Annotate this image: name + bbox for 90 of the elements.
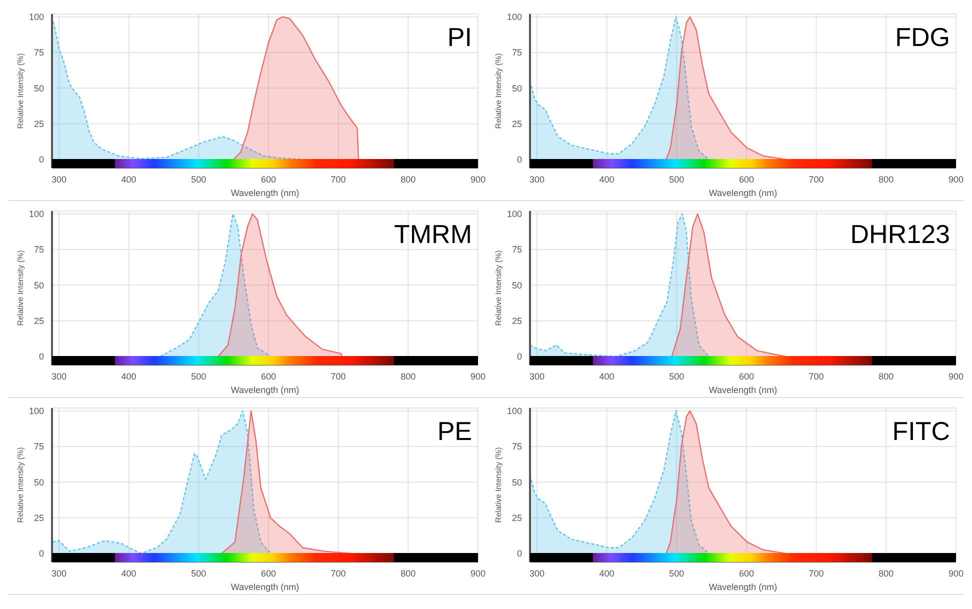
y-tick-label: 100 <box>506 406 522 416</box>
x-tick-label: 900 <box>470 568 486 578</box>
x-tick-label: 900 <box>470 174 486 184</box>
y-tick-label: 75 <box>512 48 522 58</box>
x-tick-label: 900 <box>470 371 486 382</box>
chart-title: FDG <box>895 22 950 53</box>
x-axis-title: Wavelength (nm) <box>708 188 778 198</box>
y-tick-label: 25 <box>512 118 522 129</box>
x-tick-label: 600 <box>738 174 754 184</box>
x-tick-label: 500 <box>191 371 206 382</box>
y-tick-label: 100 <box>28 209 44 220</box>
y-tick-label: 75 <box>512 442 522 452</box>
y-tick-label: 100 <box>506 209 522 220</box>
x-tick-label: 400 <box>121 174 136 184</box>
y-axis-title: Relative Intensity (%) <box>494 52 503 129</box>
y-tick-label: 0 <box>516 548 522 559</box>
x-tick-label: 600 <box>738 568 754 578</box>
y-tick-label: 100 <box>506 12 522 22</box>
y-axis-title: Relative Intensity (%) <box>16 250 25 326</box>
y-tick-label: 0 <box>38 154 44 165</box>
x-tick-label: 600 <box>260 568 276 578</box>
y-axis-title: Relative Intensity (%) <box>494 250 503 326</box>
x-tick-label: 900 <box>948 568 964 578</box>
y-tick-label: 75 <box>34 48 44 58</box>
x-axis-title: Wavelength (nm) <box>708 385 778 395</box>
x-tick-label: 900 <box>948 174 964 184</box>
x-tick-label: 600 <box>738 371 754 382</box>
x-tick-label: 500 <box>191 568 206 578</box>
y-tick-label: 75 <box>34 442 44 452</box>
x-tick-label: 400 <box>121 371 136 382</box>
x-tick-label: 800 <box>400 371 416 382</box>
x-tick-label: 700 <box>330 371 346 382</box>
x-tick-label: 600 <box>260 371 276 382</box>
x-tick-label: 700 <box>330 174 346 184</box>
x-tick-label: 300 <box>51 371 66 382</box>
x-tick-label: 800 <box>878 371 894 382</box>
x-tick-label: 500 <box>669 174 684 184</box>
x-tick-label: 800 <box>400 174 416 184</box>
y-tick-label: 25 <box>34 316 44 326</box>
x-tick-label: 300 <box>529 174 544 184</box>
x-tick-label: 300 <box>529 371 544 382</box>
y-axis-title: Relative Intensity (%) <box>16 52 25 129</box>
chart-title: DHR123 <box>850 219 950 250</box>
y-tick-label: 50 <box>34 83 44 94</box>
x-tick-label: 700 <box>808 568 824 578</box>
y-tick-label: 0 <box>38 352 44 362</box>
x-tick-label: 400 <box>121 568 136 578</box>
y-tick-label: 0 <box>516 352 522 362</box>
x-tick-label: 500 <box>669 371 684 382</box>
x-tick-label: 300 <box>529 568 544 578</box>
x-axis-title: Wavelength (nm) <box>230 188 300 198</box>
y-tick-label: 50 <box>34 477 44 488</box>
x-axis-title: Wavelength (nm) <box>230 385 300 395</box>
x-tick-label: 800 <box>878 174 894 184</box>
x-tick-label: 500 <box>669 568 684 578</box>
y-tick-label: 50 <box>512 83 522 94</box>
y-tick-label: 75 <box>512 244 522 255</box>
x-tick-label: 800 <box>400 568 416 578</box>
y-tick-label: 100 <box>28 12 44 22</box>
x-tick-label: 400 <box>599 174 614 184</box>
x-tick-label: 700 <box>330 568 346 578</box>
x-tick-label: 300 <box>51 174 66 184</box>
y-tick-label: 50 <box>512 477 522 488</box>
y-tick-label: 100 <box>28 406 44 416</box>
chart-title: PI <box>447 22 472 53</box>
y-axis-title: Relative Intensity (%) <box>16 446 25 523</box>
y-tick-label: 25 <box>34 118 44 129</box>
y-tick-label: 25 <box>512 512 522 523</box>
x-tick-label: 300 <box>51 568 66 578</box>
x-tick-label: 800 <box>878 568 894 578</box>
y-tick-label: 0 <box>516 154 522 165</box>
chart-title: TMRM <box>394 219 472 250</box>
x-tick-label: 900 <box>948 371 964 382</box>
y-tick-label: 75 <box>34 244 44 255</box>
x-tick-label: 600 <box>260 174 276 184</box>
chart-title: FITC <box>892 416 950 447</box>
y-axis-title: Relative Intensity (%) <box>494 446 503 523</box>
y-tick-label: 25 <box>34 512 44 523</box>
x-tick-label: 500 <box>191 174 206 184</box>
y-tick-label: 50 <box>512 280 522 290</box>
x-tick-label: 700 <box>808 174 824 184</box>
x-tick-label: 400 <box>599 371 614 382</box>
x-tick-label: 400 <box>599 568 614 578</box>
x-axis-title: Wavelength (nm) <box>708 582 778 592</box>
y-tick-label: 0 <box>38 548 44 559</box>
chart-title: PE <box>437 416 472 447</box>
y-tick-label: 25 <box>512 316 522 326</box>
x-tick-label: 700 <box>808 371 824 382</box>
y-tick-label: 50 <box>34 280 44 290</box>
x-axis-title: Wavelength (nm) <box>230 582 300 592</box>
